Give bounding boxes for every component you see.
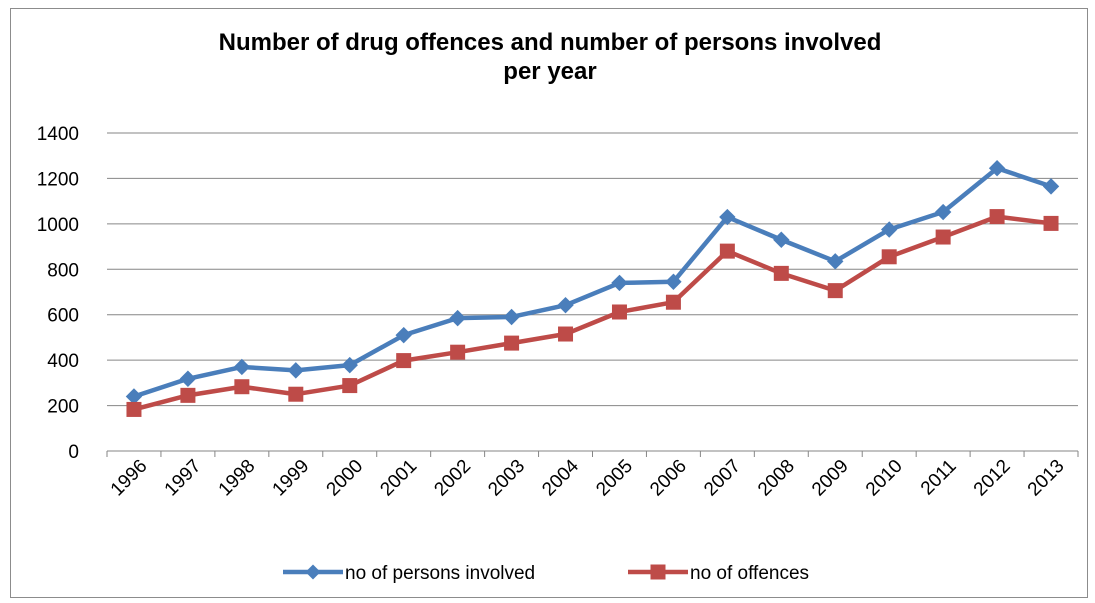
data-point-square — [719, 243, 735, 259]
legend-label: no of offences — [690, 563, 809, 584]
legend-marker-diamond — [305, 564, 321, 580]
x-tick-label: 1998 — [215, 456, 260, 501]
series-line — [133, 214, 1052, 412]
series-line — [133, 165, 1052, 399]
data-point-diamond — [934, 203, 952, 221]
x-tick-label: 2000 — [323, 456, 368, 501]
data-point-square — [450, 344, 466, 360]
data-point-square — [180, 387, 196, 403]
x-tick-label: 2009 — [808, 456, 853, 501]
data-point-diamond — [719, 208, 736, 226]
y-tick-label: 1400 — [37, 124, 79, 145]
data-point-diamond — [880, 221, 898, 238]
data-point-diamond — [449, 309, 466, 327]
x-tick-label: 2011 — [917, 456, 961, 500]
data-point-diamond — [341, 356, 358, 374]
x-tick-label: 1997 — [161, 456, 206, 501]
data-point-square — [126, 401, 142, 417]
data-point-diamond — [773, 231, 790, 248]
data-point-diamond — [233, 358, 251, 376]
data-point-diamond — [988, 160, 1006, 177]
x-tick-label: 2006 — [646, 456, 691, 501]
y-tick-label: 800 — [47, 260, 79, 281]
chart-title: Number of drug offences and number of pe… — [0, 28, 1095, 86]
legend-label: no of persons involved — [345, 563, 535, 584]
chart-frame — [10, 8, 1088, 598]
x-tick-label: 2007 — [700, 456, 745, 501]
data-point-diamond — [287, 362, 305, 379]
x-tick-label: 2012 — [970, 456, 1015, 501]
data-point-square — [827, 283, 843, 299]
x-tick-label: 2008 — [754, 456, 799, 501]
data-point-diamond — [557, 296, 574, 314]
data-point-square — [558, 326, 574, 342]
data-point-square — [773, 265, 789, 281]
data-point-square — [504, 335, 520, 351]
data-point-diamond — [179, 370, 197, 387]
data-point-square — [881, 249, 897, 265]
data-point-square — [396, 353, 412, 369]
y-tick-label: 600 — [47, 306, 79, 327]
y-tick-label: 1000 — [37, 215, 79, 236]
data-point-diamond — [611, 274, 628, 292]
x-tick-label: 2010 — [862, 456, 907, 501]
data-point-diamond — [125, 388, 143, 405]
x-tick-label: 1996 — [107, 456, 152, 501]
y-tick-label: 1200 — [37, 169, 79, 190]
data-point-square — [1043, 215, 1059, 231]
x-tick-label: 2005 — [592, 456, 637, 501]
chart-title-line-1: Number of drug offences and number of pe… — [218, 29, 882, 56]
data-point-diamond — [665, 273, 682, 290]
data-point-diamond — [503, 308, 520, 326]
data-point-square — [342, 378, 358, 394]
data-point-square — [935, 229, 951, 245]
x-tick-label: 2001 — [376, 456, 421, 501]
y-tick-label: 400 — [47, 351, 79, 372]
data-point-square — [288, 386, 304, 402]
data-point-square — [611, 304, 627, 320]
x-tick-label: 1999 — [269, 456, 314, 501]
y-tick-label: 200 — [47, 397, 79, 418]
data-point-diamond — [1042, 178, 1060, 195]
legend-marker-square — [650, 564, 666, 580]
data-point-square — [665, 294, 681, 310]
data-point-diamond — [395, 326, 412, 344]
x-tick-label: 2004 — [538, 455, 583, 500]
data-point-square — [989, 209, 1005, 225]
x-tick-label: 2013 — [1024, 456, 1069, 501]
data-point-square — [234, 379, 250, 395]
data-point-diamond — [827, 253, 844, 270]
x-tick-label: 2003 — [484, 456, 529, 501]
y-tick-label: 0 — [68, 442, 79, 463]
chart-title-line-2: per year — [503, 58, 597, 85]
x-tick-label: 2002 — [430, 456, 475, 501]
